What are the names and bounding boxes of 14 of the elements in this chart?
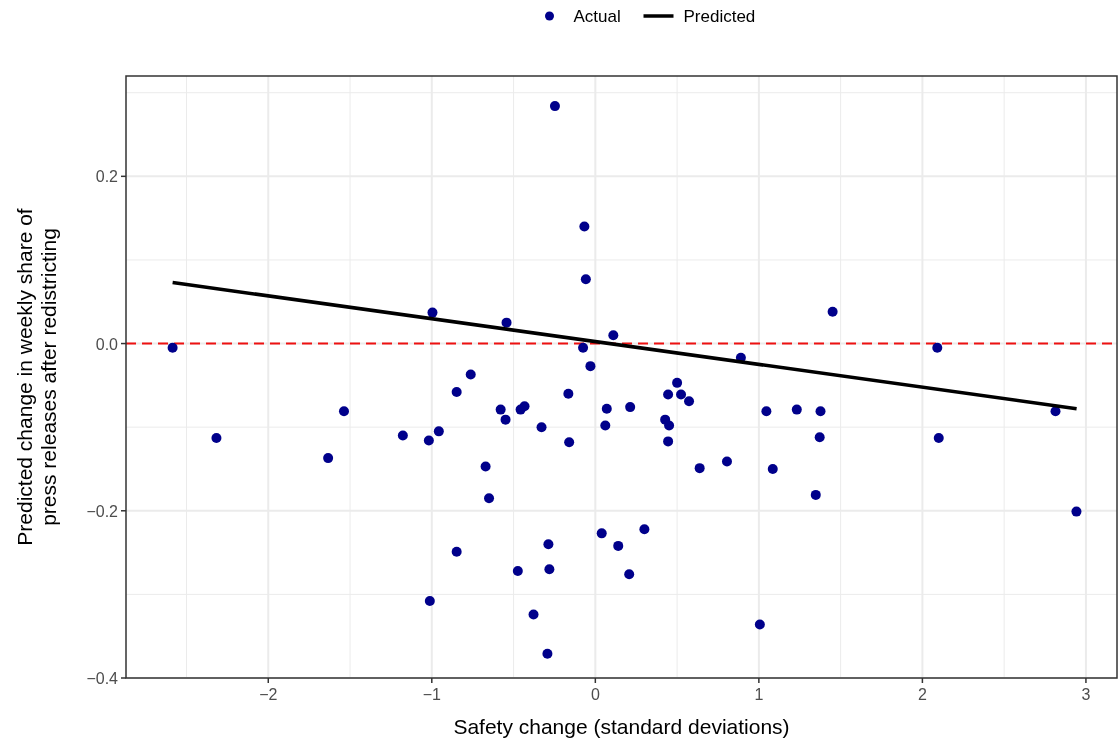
- legend-label: Predicted: [683, 7, 756, 26]
- x-tick-label: 3: [1081, 686, 1091, 703]
- x-tick-label: 1: [754, 686, 764, 703]
- legend-label: Actual: [573, 7, 621, 26]
- x-tick-label: 2: [917, 686, 927, 703]
- y-tick-label: −0.4: [86, 670, 119, 687]
- x-tick-label: 0: [590, 686, 600, 703]
- y-axis-title: Predicted change in weekly share of press releases after redistricting: [13, 208, 60, 546]
- y-tick-label: 0.0: [95, 335, 119, 353]
- x-tick-label: −2: [259, 686, 278, 703]
- x-tick-label: −1: [422, 686, 442, 703]
- y-tick-label: −0.2: [86, 502, 119, 520]
- x-axis-title: Safety change (standard deviations): [453, 715, 790, 738]
- y-tick-label: 0.2: [95, 168, 119, 186]
